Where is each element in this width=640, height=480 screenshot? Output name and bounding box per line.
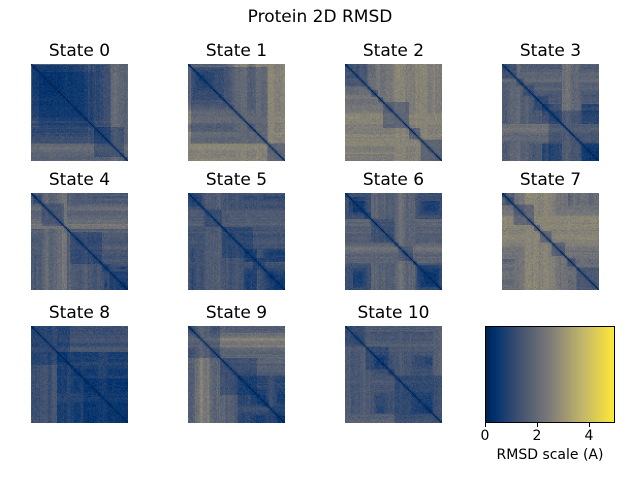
colorbar-gradient [485, 326, 615, 423]
subplot-title: State 5 [205, 170, 268, 190]
subplot-state-10: State 10 [345, 303, 442, 423]
colorbar-tick-label: 0 [480, 428, 490, 444]
subplot-state-8: State 8 [31, 303, 128, 423]
subplot-title: State 0 [48, 41, 111, 61]
colorbar-tick [537, 423, 538, 427]
rmsd-heatmap-canvas [345, 193, 442, 290]
rmsd-heatmap-canvas [188, 64, 285, 161]
subplot-title: State 6 [362, 170, 425, 190]
rmsd-heatmap-canvas [31, 193, 128, 290]
subplot-title: State 9 [205, 303, 268, 323]
subplot-state-2: State 2 [345, 41, 442, 161]
subplot-state-1: State 1 [188, 41, 285, 161]
subplot-title: State 4 [48, 170, 111, 190]
subplot-state-5: State 5 [188, 170, 285, 290]
rmsd-heatmap-canvas [188, 193, 285, 290]
subplot-title: State 8 [48, 303, 111, 323]
subplot-title: State 7 [519, 170, 582, 190]
subplot-state-9: State 9 [188, 303, 285, 423]
subplot-title: State 2 [362, 41, 425, 61]
subplot-title: State 1 [205, 41, 268, 61]
rmsd-heatmap-canvas [502, 64, 599, 161]
colorbar-axis-label: RMSD scale (A) [496, 447, 604, 463]
rmsd-heatmap-canvas [188, 326, 285, 423]
rmsd-heatmap-canvas [31, 326, 128, 423]
colorbar-tick-label: 4 [584, 428, 594, 444]
rmsd-heatmap-canvas [31, 64, 128, 161]
rmsd-heatmap-canvas [345, 326, 442, 423]
subplot-title: State 3 [519, 41, 582, 61]
rmsd-heatmap-canvas [502, 193, 599, 290]
subplot-state-6: State 6 [345, 170, 442, 290]
subplot-state-4: State 4 [31, 170, 128, 290]
rmsd-heatmap-canvas [345, 64, 442, 161]
figure-title: Protein 2D RMSD [247, 7, 393, 27]
colorbar-tick [485, 423, 486, 427]
subplot-state-7: State 7 [502, 170, 599, 290]
colorbar-tick-label: 2 [532, 428, 542, 444]
subplot-state-3: State 3 [502, 41, 599, 161]
colorbar-tick [589, 423, 590, 427]
subplot-title: State 10 [357, 303, 430, 323]
colorbar: 0 2 4 RMSD scale (A) [481, 326, 615, 466]
subplot-state-0: State 0 [31, 41, 128, 161]
